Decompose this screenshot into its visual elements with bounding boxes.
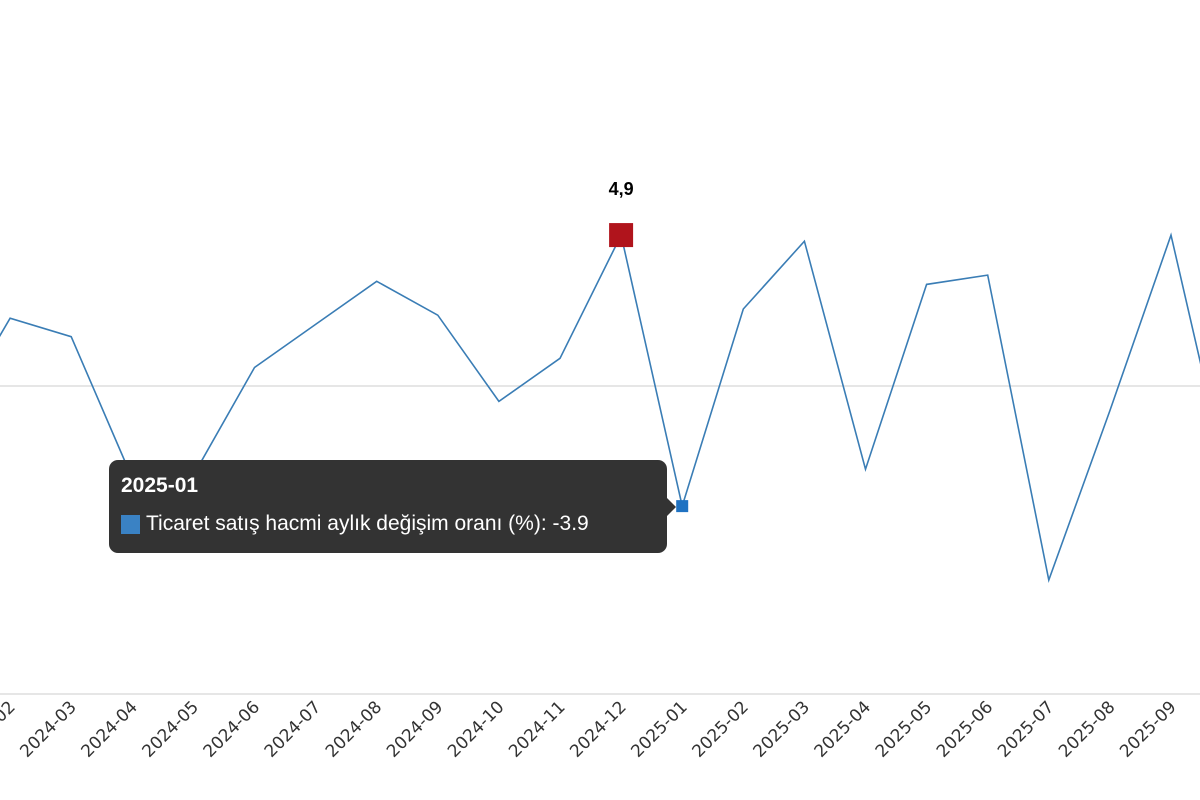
x-tick-label: 2024-06: [200, 697, 264, 761]
x-tick-label: 2025-09: [1116, 697, 1180, 761]
x-tick-label: 2025-02: [688, 697, 752, 761]
tooltip-body: Ticaret satış hacmi aylık değişim oranı …: [121, 512, 655, 536]
x-tick-label: 2025-05: [872, 697, 936, 761]
x-tick-label: 2024-09: [383, 697, 447, 761]
x-tick-label: 2024-08: [322, 697, 386, 761]
tooltip-series: Ticaret satış hacmi aylık değişim oranı …: [146, 512, 541, 535]
x-tick-label: 2025-07: [994, 697, 1058, 761]
highlight-marker: [609, 223, 634, 248]
tooltip-arrow: [667, 498, 676, 516]
x-tick-label: 2024-02: [0, 697, 20, 761]
x-tick-label: 2024-03: [16, 697, 80, 761]
x-tick-label: 2025-08: [1055, 697, 1119, 761]
x-tick-label: 2024-11: [505, 697, 569, 761]
x-tick-label: 2025-01: [627, 697, 691, 761]
x-tick-label: 2024-04: [77, 697, 141, 761]
x-tick-label: 2024-07: [261, 697, 325, 761]
x-tick-label: 2025-06: [933, 697, 997, 761]
x-tick-label: 2025-03: [750, 697, 814, 761]
x-tick-label: 2025-04: [811, 697, 875, 761]
tooltip-swatch: [121, 514, 140, 534]
x-tick-label: 2024-10: [444, 697, 508, 761]
x-tick-label: 2024-12: [566, 697, 630, 761]
tooltip-title: 2025-01: [121, 474, 199, 497]
tooltip: 2025-01 Ticaret satış hacmi aylık değişi…: [109, 460, 676, 553]
value-label: 4,9: [609, 179, 634, 199]
x-tick-label: 2024-05: [139, 697, 203, 761]
tooltip-value: -3.9: [552, 512, 589, 535]
hover-marker: [676, 500, 689, 513]
